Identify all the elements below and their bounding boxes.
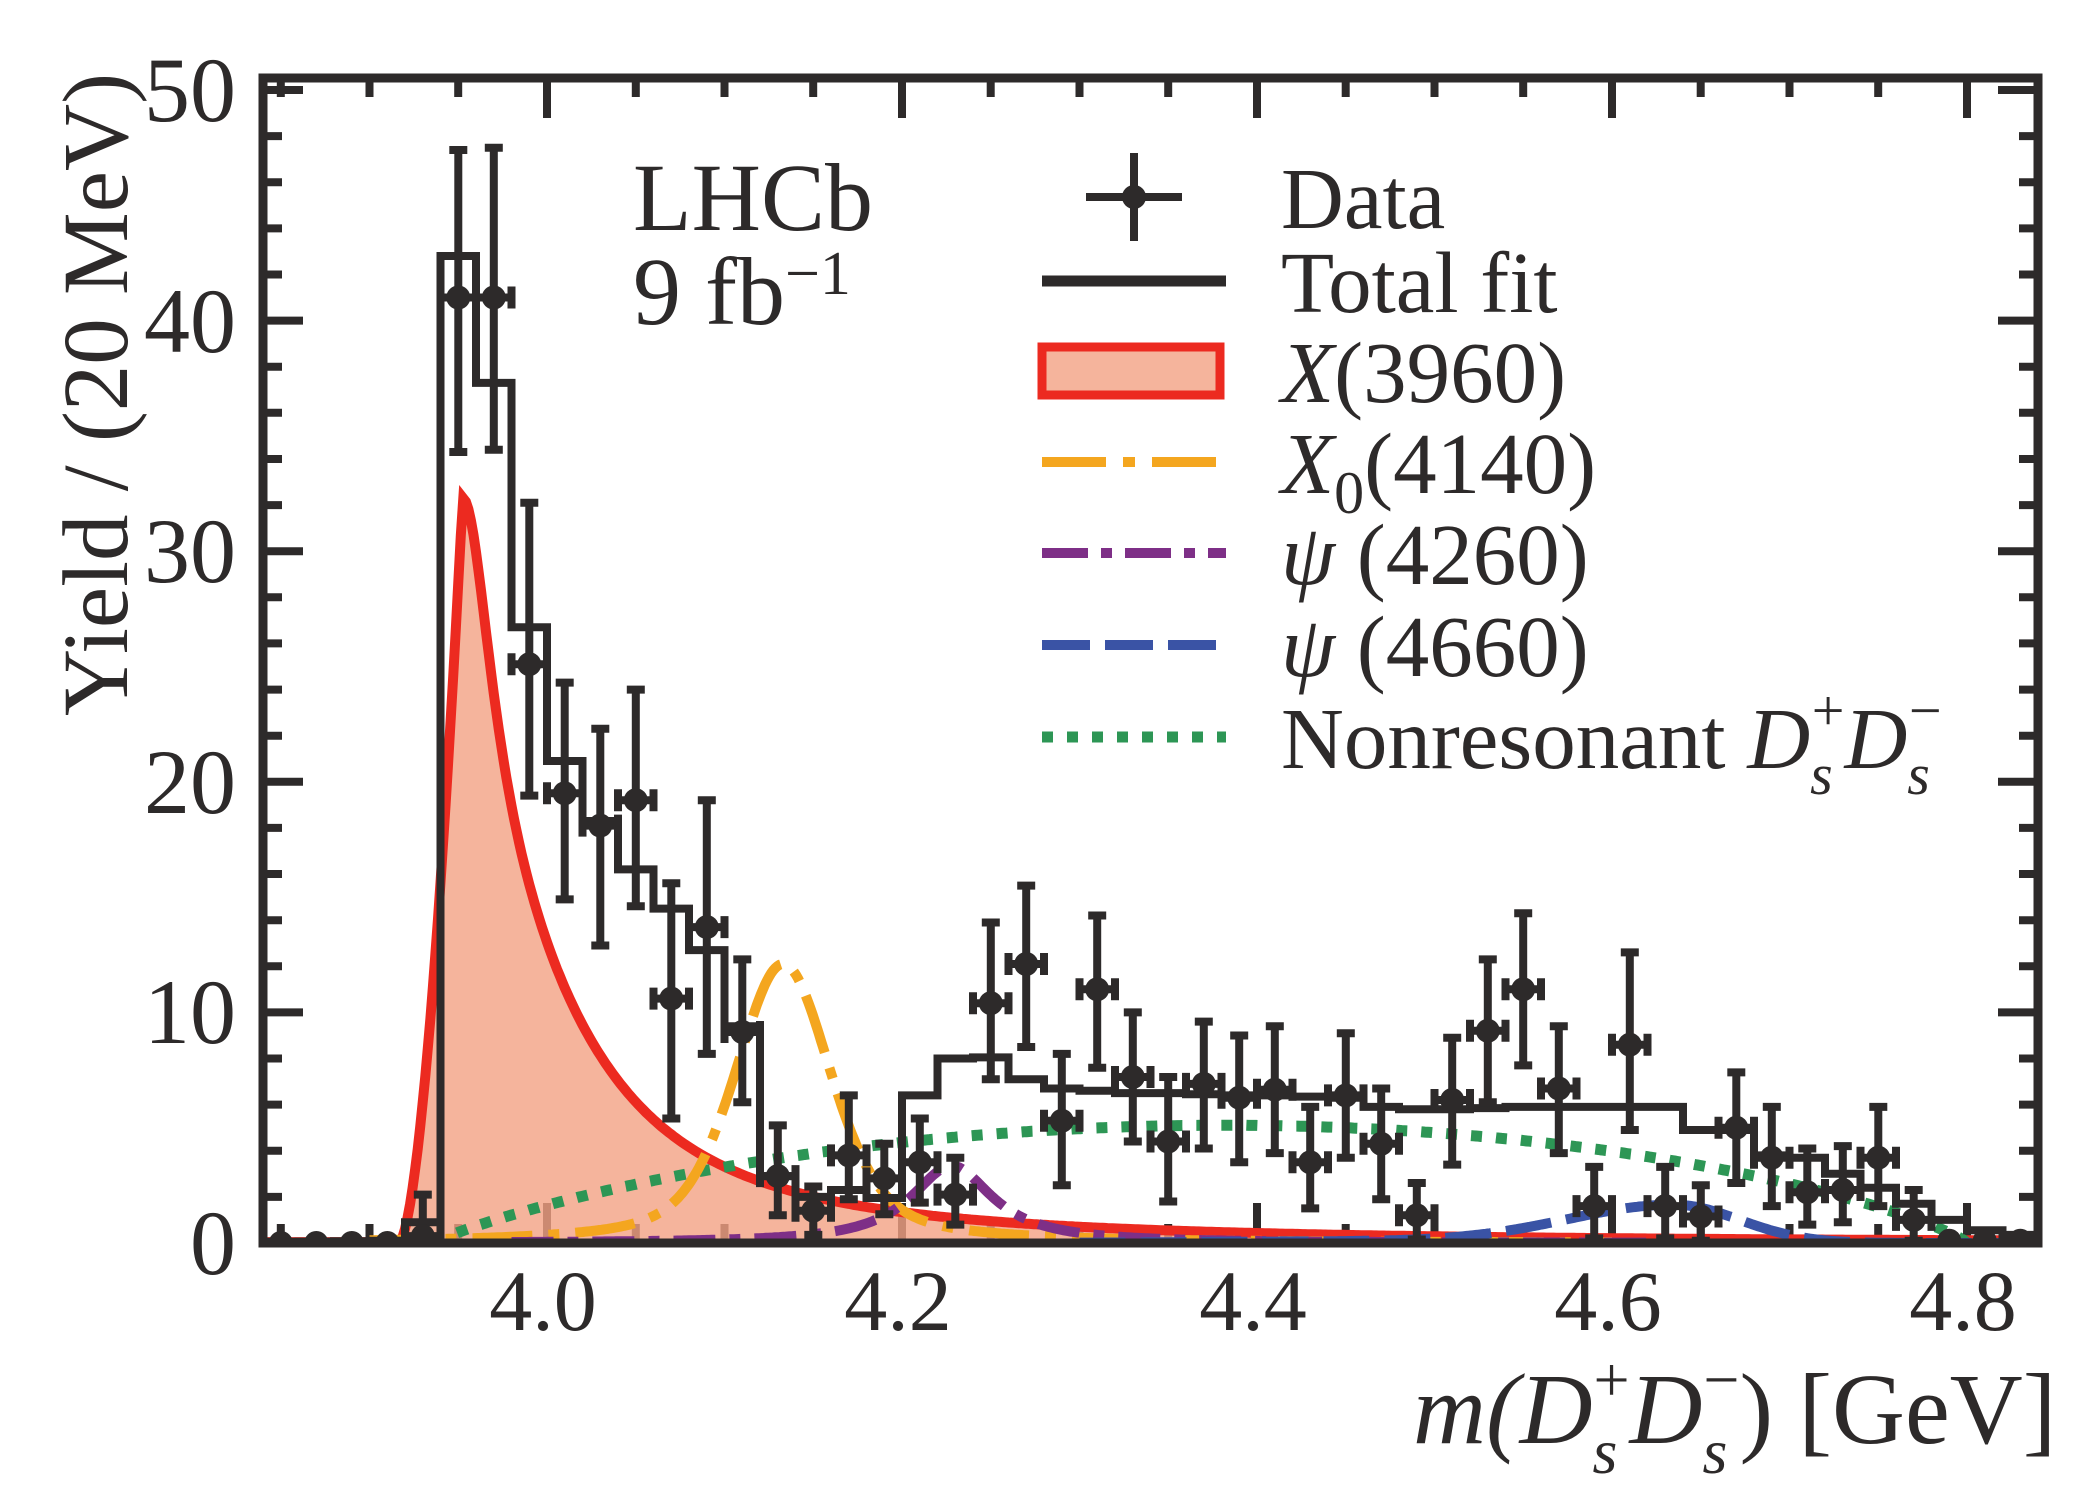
svg-text:0: 0 xyxy=(190,1192,236,1294)
svg-text:Nonresonant Ds+Ds−: Nonresonant Ds+Ds− xyxy=(1281,678,1942,807)
svg-text:30: 30 xyxy=(144,500,236,602)
svg-text:20: 20 xyxy=(144,731,236,833)
svg-text:Data: Data xyxy=(1281,150,1445,247)
svg-text:X(3960): X(3960) xyxy=(1278,324,1566,421)
svg-text:50: 50 xyxy=(144,39,236,141)
svg-text:Yield / (20 MeV): Yield / (20 MeV) xyxy=(45,73,148,716)
svg-text:ψ (4260): ψ (4260) xyxy=(1281,506,1589,603)
svg-text:LHCb: LHCb xyxy=(633,144,873,251)
svg-text:4.4: 4.4 xyxy=(1199,1253,1307,1349)
svg-text:4.8: 4.8 xyxy=(1909,1253,2017,1349)
svg-text:m(Ds+Ds−) [GeV]: m(Ds+Ds−) [GeV] xyxy=(1413,1344,2056,1487)
svg-text:ψ (4660): ψ (4660) xyxy=(1281,598,1589,695)
svg-text:4.2: 4.2 xyxy=(844,1253,952,1349)
svg-text:X0(4140): X0(4140) xyxy=(1278,415,1596,526)
svg-text:Total fit: Total fit xyxy=(1281,234,1558,331)
svg-text:10: 10 xyxy=(144,961,236,1063)
svg-text:40: 40 xyxy=(144,270,236,372)
svg-text:4.0: 4.0 xyxy=(489,1253,597,1349)
svg-text:4.6: 4.6 xyxy=(1554,1253,1662,1349)
